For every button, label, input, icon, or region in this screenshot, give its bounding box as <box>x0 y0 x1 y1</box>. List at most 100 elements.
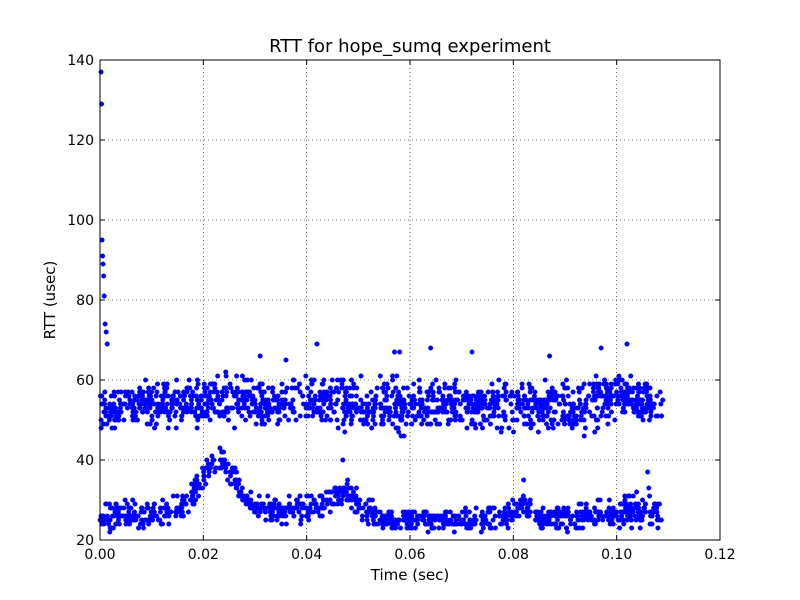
scatter-point <box>318 493 324 499</box>
scatter-point <box>433 513 439 519</box>
scatter-point <box>166 521 172 527</box>
scatter-point <box>161 513 167 519</box>
scatter-point <box>432 417 438 423</box>
scatter-point <box>313 501 319 507</box>
scatter-point <box>340 485 346 491</box>
scatter-point <box>257 353 263 359</box>
scatter-point <box>399 397 405 403</box>
scatter-point <box>410 413 416 419</box>
scatter-point <box>538 513 544 519</box>
scatter-point <box>655 525 661 531</box>
scatter-point <box>484 405 490 411</box>
scatter-point <box>561 509 567 515</box>
scatter-point <box>152 425 158 431</box>
scatter-point <box>214 409 220 415</box>
scatter-point <box>342 429 348 435</box>
scatter-point <box>185 509 191 515</box>
y-axis-title: RTT (usec) <box>41 261 59 340</box>
scatter-point <box>494 425 500 431</box>
scatter-point <box>110 513 116 519</box>
scatter-point <box>428 421 434 427</box>
scatter-point <box>167 417 173 423</box>
scatter-point <box>273 397 279 403</box>
x-tick-label: 0.00 <box>84 547 115 563</box>
scatter-point <box>648 405 654 411</box>
scatter-point <box>291 505 297 511</box>
scatter-point <box>411 381 417 387</box>
scatter-point <box>279 381 285 387</box>
scatter-point <box>239 397 245 403</box>
scatter-point <box>545 425 551 431</box>
scatter-point <box>545 521 551 527</box>
scatter-point <box>122 497 128 503</box>
scatter-point <box>349 505 355 511</box>
scatter-point <box>104 513 110 519</box>
scatter-point <box>149 513 155 519</box>
scatter-point <box>309 381 315 387</box>
scatter-point <box>369 497 375 503</box>
scatter-point <box>602 401 608 407</box>
scatter-point <box>548 509 554 515</box>
scatter-point <box>189 489 195 495</box>
scatter-point <box>259 417 265 423</box>
scatter-point <box>586 393 592 399</box>
scatter-point <box>604 389 610 395</box>
scatter-point <box>463 505 469 511</box>
scatter-point <box>186 377 192 383</box>
scatter-point <box>118 401 124 407</box>
scatter-point <box>492 405 498 411</box>
scatter-point <box>268 505 274 511</box>
scatter-point <box>316 409 322 415</box>
scatter-point <box>430 397 436 403</box>
scatter-point <box>158 521 164 527</box>
scatter-point <box>364 413 370 419</box>
scatter-point <box>544 421 550 427</box>
scatter-point <box>133 517 139 523</box>
scatter-point <box>194 377 200 383</box>
scatter-point <box>637 525 643 531</box>
scatter-point <box>642 409 648 415</box>
scatter-point <box>256 493 262 499</box>
scatter-point <box>239 413 245 419</box>
scatter-point <box>342 409 348 415</box>
scatter-point <box>569 421 575 427</box>
scatter-point <box>297 389 303 395</box>
scatter-point <box>249 401 255 407</box>
scatter-point <box>417 413 423 419</box>
scatter-point <box>103 329 109 335</box>
scatter-point <box>524 421 530 427</box>
scatter-point <box>216 397 222 403</box>
scatter-point <box>173 509 179 515</box>
scatter-point <box>203 401 209 407</box>
scatter-point <box>428 409 434 415</box>
scatter-point <box>104 341 110 347</box>
scatter-point <box>628 401 634 407</box>
scatter-point <box>348 421 354 427</box>
scatter-point <box>232 477 238 483</box>
scatter-point <box>640 389 646 395</box>
scatter-point <box>211 389 217 395</box>
scatter-point <box>130 497 136 503</box>
scatter-point <box>542 377 548 383</box>
scatter-point <box>217 465 223 471</box>
scatter-point <box>283 389 289 395</box>
scatter-point <box>502 417 508 423</box>
scatter-point <box>440 513 446 519</box>
scatter-point <box>311 401 317 407</box>
scatter-point <box>349 377 355 383</box>
scatter-point <box>198 393 204 399</box>
scatter-point <box>234 401 240 407</box>
scatter-point <box>421 417 427 423</box>
scatter-point <box>560 381 566 387</box>
scatter-point <box>455 513 461 519</box>
scatter-point <box>608 509 614 515</box>
scatter-point <box>179 505 185 511</box>
scatter-point <box>99 513 105 519</box>
scatter-point <box>627 513 633 519</box>
scatter-point <box>547 405 553 411</box>
scatter-point <box>277 509 283 515</box>
scatter-point <box>243 501 249 507</box>
scatter-point <box>595 425 601 431</box>
scatter-point <box>590 397 596 403</box>
scatter-point <box>592 521 598 527</box>
